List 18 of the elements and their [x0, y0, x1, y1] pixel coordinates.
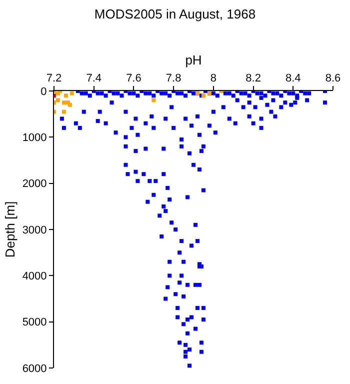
y-tick-label: 2000 — [22, 178, 47, 190]
y-axis-title: Depth [m] — [2, 201, 18, 258]
x-tick-label: 8.4 — [285, 72, 301, 85]
y-tick-label: 1000 — [22, 132, 47, 144]
x-tick-label: 7.4 — [86, 72, 102, 85]
y-tick-label: 6000 — [22, 362, 47, 375]
chart-title: MODS2005 in August, 1968 — [94, 6, 256, 22]
x-tick-label: 7.6 — [126, 72, 142, 85]
x-tick-label: 7.8 — [166, 72, 182, 85]
y-tick-label: 5000 — [22, 316, 47, 329]
x-tick-label: 8.2 — [246, 72, 261, 85]
y-tick-label: 0 — [40, 86, 47, 98]
x-tick-label: 8 — [210, 72, 216, 85]
y-tick-label: 3000 — [22, 224, 47, 236]
x-tick-label: 8.6 — [325, 72, 341, 85]
x-tick-label: 7.2 — [46, 72, 62, 85]
x-axis-title: pH — [185, 52, 202, 68]
y-tick-label: 4000 — [22, 270, 47, 283]
